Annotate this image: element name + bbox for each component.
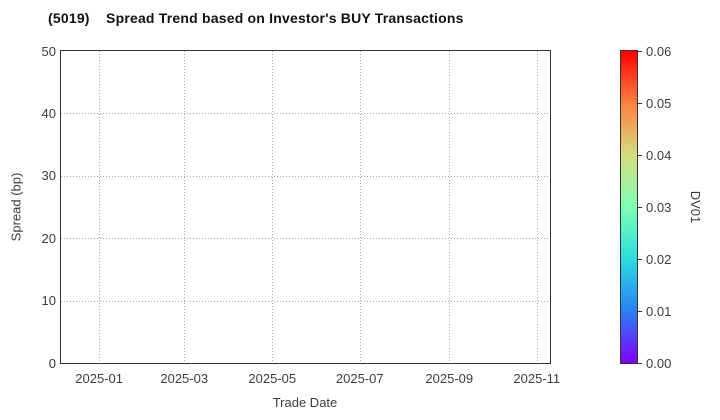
x-tick-label: 2025-03 xyxy=(160,371,209,386)
colorbar-tick-label: 0.00 xyxy=(646,355,672,371)
colorbar-tick-label: 0.05 xyxy=(646,95,672,111)
gridline-y xyxy=(61,176,550,177)
y-tick-label: 50 xyxy=(41,43,56,59)
colorbar-tick-mark xyxy=(638,207,642,208)
x-axis-label: Trade Date xyxy=(272,395,338,410)
colorbar-tick-mark xyxy=(638,363,642,364)
gridline-y xyxy=(61,301,550,302)
x-tick-label: 2025-01 xyxy=(75,371,123,386)
colorbar-label: DV01 xyxy=(688,190,703,224)
colorbar-tick-mark xyxy=(638,155,642,156)
y-tick-label: 30 xyxy=(41,168,56,184)
y-tick-label: 10 xyxy=(41,293,56,309)
gridline-x xyxy=(449,51,450,363)
y-tick-label: 40 xyxy=(41,105,56,121)
gridline-x xyxy=(272,51,273,363)
colorbar-tick-label: 0.02 xyxy=(646,251,672,267)
colorbar-tick-label: 0.04 xyxy=(646,147,672,163)
gridline-x xyxy=(537,51,538,363)
gridline-y xyxy=(61,113,550,114)
colorbar-tick-mark xyxy=(638,51,642,52)
plot-area xyxy=(60,50,551,364)
gridline-x xyxy=(184,51,185,363)
gridline-x xyxy=(99,51,100,363)
x-tick-label: 2025-05 xyxy=(248,371,297,386)
y-tick-label: 0 xyxy=(48,355,56,371)
colorbar-tick-mark xyxy=(638,259,642,260)
chart-title: (5019) Spread Trend based on Investor's … xyxy=(48,10,464,26)
colorbar-tick-label: 0.03 xyxy=(646,199,672,215)
gridline-y xyxy=(61,238,550,239)
gridline-x xyxy=(360,51,361,363)
colorbar-tick-label: 0.01 xyxy=(646,303,672,319)
x-tick-label: 2025-11 xyxy=(513,371,561,386)
colorbar-tick-mark xyxy=(638,311,642,312)
colorbar-tick-label: 0.06 xyxy=(646,43,672,59)
colorbar xyxy=(620,50,638,364)
y-tick-label: 20 xyxy=(41,230,56,246)
x-tick-label: 2025-09 xyxy=(425,371,474,386)
colorbar-tick-mark xyxy=(638,103,642,104)
x-tick-label: 2025-07 xyxy=(335,371,384,386)
